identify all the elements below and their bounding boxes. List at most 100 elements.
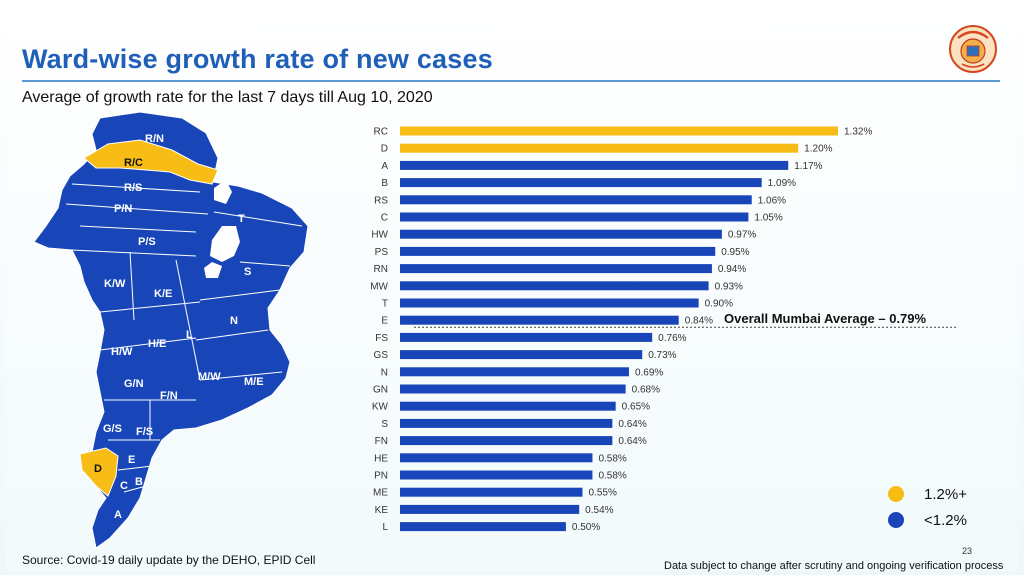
title-underline	[22, 80, 1000, 82]
bar-ke	[400, 504, 580, 514]
average-reference-label: Overall Mumbai Average – 0.79%	[724, 311, 927, 326]
legend-item-high: 1.2%+	[888, 482, 967, 506]
category-label: PS	[375, 247, 389, 258]
ward-label: L	[186, 329, 193, 341]
bar-fs	[400, 332, 653, 342]
map-regions	[33, 111, 309, 549]
bar-fn	[400, 436, 613, 446]
ward-label: A	[114, 509, 122, 521]
bar-rc	[400, 126, 838, 136]
bar-e	[400, 315, 679, 325]
value-label: 0.76%	[658, 333, 686, 344]
category-label: MW	[370, 281, 388, 292]
ward-label: F/N	[160, 390, 178, 402]
ward-label: P/N	[114, 203, 132, 215]
category-label: KW	[372, 402, 389, 413]
value-label: 1.17%	[794, 161, 822, 172]
chart-legend: 1.2%+ <1.2%	[888, 482, 967, 534]
value-label: 1.09%	[768, 178, 796, 189]
category-label: RC	[374, 127, 388, 138]
map-landmass	[33, 111, 309, 549]
disclaimer-note: Data subject to change after scrutiny an…	[664, 560, 1004, 572]
value-label: 1.06%	[758, 195, 786, 206]
bar-gn	[400, 384, 626, 394]
bar-mw	[400, 281, 709, 291]
category-label: C	[381, 213, 388, 224]
ward-label: H/E	[148, 338, 166, 350]
category-label: HW	[371, 230, 388, 241]
value-label: 0.94%	[718, 264, 746, 275]
category-label: FN	[375, 436, 388, 447]
municipal-seal-icon	[949, 25, 997, 73]
ward-label: M/E	[244, 376, 264, 388]
value-label: 0.64%	[618, 419, 646, 430]
ward-label: H/W	[111, 346, 133, 358]
category-label: GS	[374, 350, 389, 361]
legend-label-high: 1.2%+	[924, 485, 967, 503]
ward-label: N	[230, 315, 238, 327]
ward-borders	[65, 183, 303, 493]
legend-item-low: <1.2%	[888, 508, 967, 532]
ward-label: D	[94, 463, 102, 475]
ward-label: M/W	[198, 371, 221, 383]
ward-label: C	[120, 480, 128, 492]
value-label: 0.68%	[632, 385, 660, 396]
value-label: 0.73%	[648, 350, 676, 361]
bar-hw	[400, 229, 722, 239]
bar-t	[400, 298, 699, 308]
bar-s	[400, 418, 613, 428]
category-label: RS	[374, 195, 388, 206]
category-label: E	[381, 316, 388, 327]
legend-label-low: <1.2%	[924, 511, 967, 529]
category-label: S	[381, 419, 388, 430]
ward-label: G/S	[103, 423, 122, 435]
ward-label: B	[135, 476, 143, 488]
bar-l	[400, 522, 566, 532]
value-label: 0.65%	[622, 402, 650, 413]
bar-ps	[400, 246, 716, 256]
ward-label: E	[128, 454, 135, 466]
bar-he	[400, 453, 593, 463]
map-lake-area-small	[214, 180, 232, 204]
value-label: 0.93%	[715, 281, 743, 292]
source-note: Source: Covid-19 daily update by the DEH…	[22, 553, 316, 567]
ward-label: K/E	[154, 288, 172, 300]
category-label: FS	[375, 333, 388, 344]
slide-title: Ward-wise growth rate of new cases	[22, 44, 493, 74]
value-label: 0.84%	[685, 316, 713, 327]
map-lake-area-bottom	[204, 262, 222, 278]
value-label: 1.05%	[754, 213, 782, 224]
legend-dot-low	[888, 512, 904, 528]
bar-rn	[400, 264, 712, 274]
ward-label: S	[244, 266, 251, 278]
bars-layer: RC 1.32% D 1.20% A 1.17% B 1.09% RS 1.06% C 1.05% HW…	[370, 126, 872, 533]
value-label: 0.97%	[728, 230, 756, 241]
slide-subtitle: Average of growth rate for the last 7 da…	[22, 89, 433, 106]
map-labels: R/N R/C R/S P/N P/S K/W K/E H/W H/E G/N …	[94, 133, 264, 521]
page-number: 23	[962, 546, 973, 556]
value-label: 0.58%	[598, 453, 626, 464]
category-label: ME	[373, 488, 388, 499]
value-label: 0.55%	[589, 488, 617, 499]
ward-rc-region	[83, 139, 219, 185]
category-label: PN	[374, 471, 388, 482]
ward-label: P/S	[138, 236, 156, 248]
value-label: 0.54%	[585, 505, 613, 516]
ward-label: T	[238, 213, 245, 225]
ward-d-region	[79, 447, 119, 497]
ward-label: R/S	[124, 182, 142, 194]
value-label: 1.20%	[804, 144, 832, 155]
ward-label: F/S	[136, 426, 153, 438]
value-label: 0.69%	[635, 367, 663, 378]
value-label: 0.58%	[598, 471, 626, 482]
bar-gs	[400, 350, 643, 360]
bar-b	[400, 178, 762, 188]
value-label: 1.32%	[844, 127, 872, 138]
map-lake-area	[210, 226, 240, 262]
bar-me	[400, 487, 583, 497]
bar-pn	[400, 470, 593, 480]
category-label: KE	[375, 505, 389, 516]
category-label: N	[381, 367, 388, 378]
category-label: L	[382, 522, 388, 533]
